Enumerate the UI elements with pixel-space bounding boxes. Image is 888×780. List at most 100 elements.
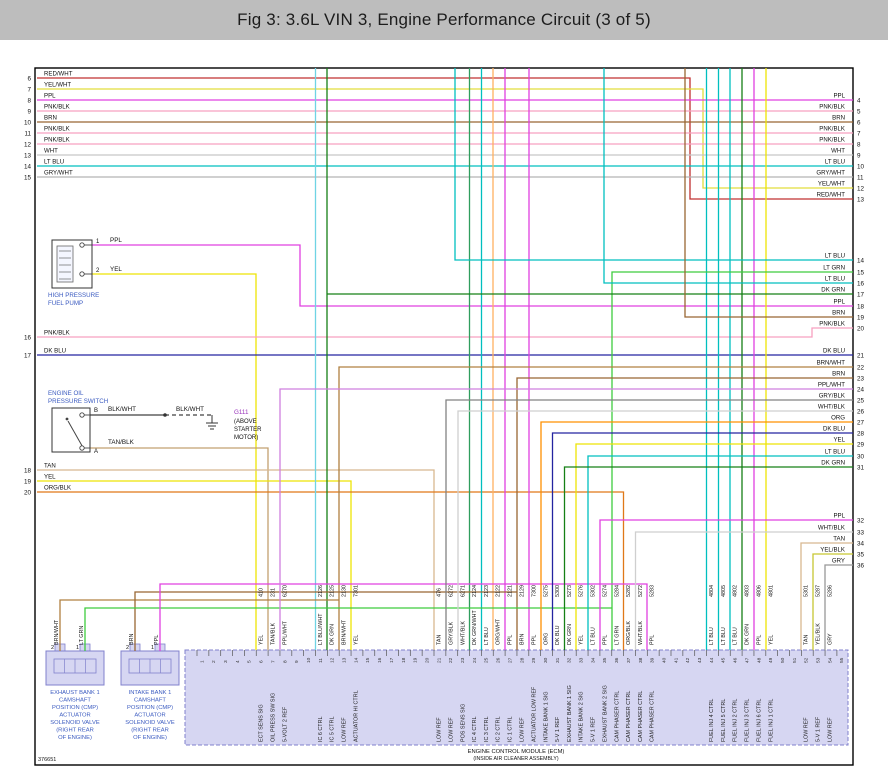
ecm-wire-color: DK GRN: [329, 624, 335, 645]
right-exit-number: 7: [857, 131, 861, 138]
diagram-label: EXHAUST BANK 1: [50, 690, 100, 696]
ecm-circuit-number: 2122: [495, 585, 501, 597]
ecm-pin-number: 27: [507, 657, 513, 663]
right-exit-wire-label: ORG: [831, 415, 845, 422]
ecm-pin-function: FUEL INJ 2 CTRL: [732, 699, 738, 742]
ecm-pin-function: CAM PHASER CTRL: [614, 691, 620, 742]
ecm-circuit-number: 476: [436, 588, 442, 597]
wire-brn-wht: [59, 599, 339, 651]
diagram-label: TAN/BLK: [108, 439, 135, 446]
ecm-pin-number: 3: [223, 660, 229, 663]
ecm-pin-number: 38: [638, 657, 644, 663]
ecm-wire-color: GRY/BLK: [448, 621, 454, 645]
right-exit-wire-label: GRY/BLK: [819, 393, 845, 400]
ecm-circuit-number: 2129: [519, 585, 525, 597]
right-exit-wire-label: GRY/WHT: [816, 170, 845, 177]
ecm-circuit-number: 5276: [578, 585, 584, 597]
ecm-wire-color: PPL: [507, 635, 513, 645]
diagram-label: CAMSHAFT: [134, 698, 166, 704]
diagram-label: ACTUATOR: [134, 713, 165, 719]
diagram-label: G111: [234, 409, 249, 416]
right-exit-wire-label: BRN: [832, 115, 845, 122]
ecm-pin-number: 35: [602, 657, 608, 663]
ecm-wire-color: LT GRN: [614, 626, 620, 645]
ecm-pin-number: 12: [330, 657, 336, 663]
wire-lt-blu: [603, 68, 853, 284]
right-exit-number: 25: [857, 398, 865, 405]
ecm-pin-number: 32: [567, 657, 573, 663]
wire-yel-blk: [812, 553, 853, 650]
ecm-circuit-number: 6271: [460, 585, 466, 597]
right-exit-wire-label: BRN: [832, 371, 845, 378]
right-exit-wire-label: DK BLU: [823, 426, 845, 433]
wiring-diagram-canvas: 1 2 3 4 5 6 7 8 9 10 11 12 13 14 15 16 17 18 19 20 21 22 23 24 2…: [24, 67, 865, 766]
ecm-circuit-number: 2124: [472, 585, 478, 597]
ecm-wire-color: PPL: [649, 635, 655, 645]
ecm-pin-number: 44: [709, 657, 715, 663]
fuel-pump-pin1-terminal: [79, 242, 85, 248]
title-bar: Fig 3: 3.6L VIN 3, Engine Performance Ci…: [0, 0, 888, 40]
ecm-wire-color: YEL: [768, 635, 774, 645]
diagram-label: POSITION (CMP): [127, 705, 173, 711]
right-exit-number: 8: [857, 142, 861, 149]
left-exit-wire-label: PNK/BLK: [44, 104, 70, 111]
diagram-label: OF ENGINE): [133, 735, 167, 741]
diagram-label: SOLENOID VALVE: [125, 720, 175, 726]
diagram-label: INTAKE BANK 1: [129, 690, 172, 696]
ecm-pin-function: OIL PRESS SW SIG: [270, 693, 276, 742]
right-exit-wire-label: PNK/BLK: [819, 137, 845, 144]
ecm-wire-color: YEL: [258, 635, 264, 645]
ecm-pin-function: 5-VOLT 2 REF: [282, 706, 288, 742]
diagram-label: (RIGHT REAR: [131, 728, 169, 734]
ecm-circuit-number: 7300: [531, 585, 537, 597]
diagram-label: PRESSURE SWITCH: [48, 398, 108, 405]
right-exit-number: 17: [857, 292, 865, 299]
ecm-pin-function: ACTUATOR HI CTRL: [353, 690, 359, 742]
right-exit-wire-label: PPL/WHT: [818, 382, 845, 389]
left-exit-wire-label: RED/WHT: [44, 71, 73, 78]
ecm-wire-color: LT BLU: [484, 627, 490, 645]
diagram-label: PPL: [110, 237, 122, 244]
ecm-circuit-number: 6270: [282, 585, 288, 597]
right-exit-number: 36: [857, 563, 865, 570]
left-exit-wire-label: DK BLU: [44, 348, 66, 355]
wire-ppl: [599, 519, 853, 650]
ecm-wire-color: PPL: [531, 635, 537, 645]
ecm-pin-function: LOW REF: [803, 717, 809, 742]
ecm-circuit-number: 4805: [721, 585, 727, 597]
wire-yel-wht: [37, 88, 853, 189]
ecm-pin-number: 33: [579, 657, 585, 663]
wire-brn: [684, 68, 853, 318]
ecm-circuit-number: 5301: [803, 585, 809, 597]
ecm-circuit-number: 5300: [555, 585, 561, 597]
ecm-pin-number: 42: [685, 657, 691, 663]
ecm-wire-color: LT BLU/WHT: [318, 613, 324, 645]
left-exit-number: 18: [24, 468, 32, 475]
left-exit-wire-label: PNK/BLK: [44, 137, 70, 144]
ecm-wire-color: YEL: [353, 635, 359, 645]
diagram-label: 2: [51, 645, 54, 651]
ecm-pin-number: 11: [318, 658, 324, 663]
ecm-pin-number: 6: [259, 660, 265, 663]
diagram-label: 1: [96, 239, 100, 245]
right-exit-number: 11: [857, 175, 864, 182]
ecm-pin-number: 52: [804, 657, 810, 663]
wire-lt-blu: [454, 68, 853, 261]
ecm-pin-number: 31: [555, 657, 561, 663]
ecm-pin-number: 21: [436, 657, 442, 663]
ecm-pin-number: 34: [590, 657, 596, 663]
right-exit-number: 13: [857, 197, 865, 204]
diagram-label: (INSIDE AIR CLEANER ASSEMBLY): [473, 756, 559, 762]
right-exit-number: 31: [857, 465, 865, 472]
right-exit-wire-label: TAN: [833, 536, 845, 543]
right-exit-wire-label: DK BLU: [823, 348, 845, 355]
ecm-pin-number: 5: [247, 660, 253, 663]
diagram-label: BLK/WHT: [108, 406, 136, 413]
diagram-label: 376651: [38, 757, 56, 763]
diagram-label: (ABOVE: [234, 419, 257, 425]
ecm-pin-number: 39: [650, 657, 656, 663]
wire-gry: [824, 564, 853, 650]
wire-yel: [575, 443, 853, 650]
ecm-circuit-number: 5302: [590, 585, 596, 597]
ecm-pin-function: IC 6 CTRL: [318, 717, 324, 742]
